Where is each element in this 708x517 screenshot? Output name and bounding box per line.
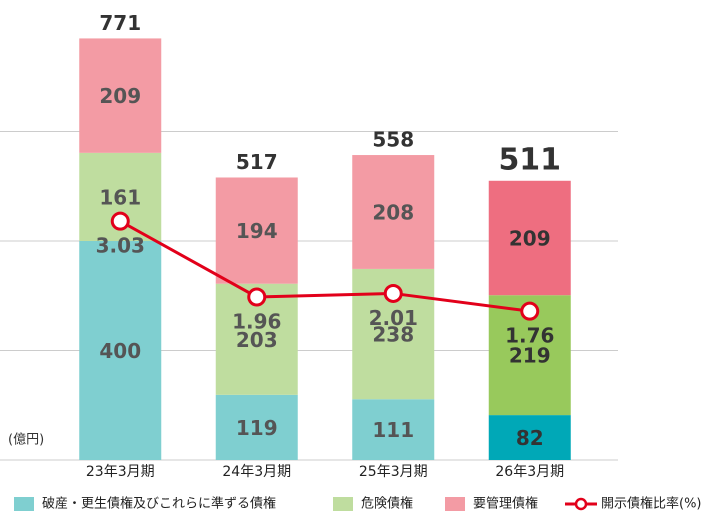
ratio-marker (110, 211, 130, 231)
value-label: 219 (509, 344, 551, 368)
total-label: 771 (99, 11, 141, 35)
ratio-marker (247, 287, 267, 307)
value-label: 111 (372, 418, 414, 442)
legend-label: 要管理債権 (473, 496, 538, 512)
total-label: 511 (498, 142, 561, 177)
legend-label: 破産・更生債権及びこれらに準ずる債権 (42, 496, 276, 512)
ratio-label: 2.01 (369, 306, 418, 330)
legend-label: 開示債権比率(%) (601, 496, 702, 512)
bar-segment (215, 394, 298, 460)
x-tick-label: 24年3月期 (222, 464, 291, 480)
ratio-marker (383, 283, 403, 303)
ratio-label: 3.03 (96, 234, 145, 258)
bar-segment (488, 415, 571, 460)
value-label: 209 (509, 226, 551, 250)
value-label: 161 (99, 185, 141, 209)
bar-segment (352, 155, 435, 269)
ratio-marker (520, 301, 540, 321)
bar-segment (488, 180, 571, 296)
total-label: 517 (236, 150, 278, 174)
legend-marker (574, 497, 588, 511)
total-label: 558 (372, 128, 414, 152)
legend-label: 危険債権 (361, 496, 413, 512)
legend-swatch (14, 497, 34, 511)
ratio-label: 1.96 (232, 309, 281, 333)
bar-segment (215, 177, 298, 284)
bar-segment (79, 241, 162, 460)
value-label: 203 (236, 328, 278, 352)
legend-swatch (333, 497, 353, 511)
value-label: 119 (236, 416, 278, 440)
x-tick-label: 26年3月期 (495, 464, 564, 480)
value-label: 208 (372, 200, 414, 224)
bar-segment (352, 399, 435, 460)
unit-label: (億円) (8, 432, 44, 448)
value-label: 209 (99, 84, 141, 108)
ratio-line (119, 219, 530, 313)
x-tick-label: 23年3月期 (86, 464, 155, 480)
bar-segment (79, 38, 162, 153)
value-label: 194 (236, 219, 278, 243)
value-label: 238 (372, 323, 414, 347)
value-label: 82 (516, 426, 544, 450)
value-label: 400 (99, 339, 141, 363)
legend-swatch (445, 497, 465, 511)
x-tick-label: 25年3月期 (359, 464, 428, 480)
ratio-label: 1.76 (505, 324, 554, 348)
